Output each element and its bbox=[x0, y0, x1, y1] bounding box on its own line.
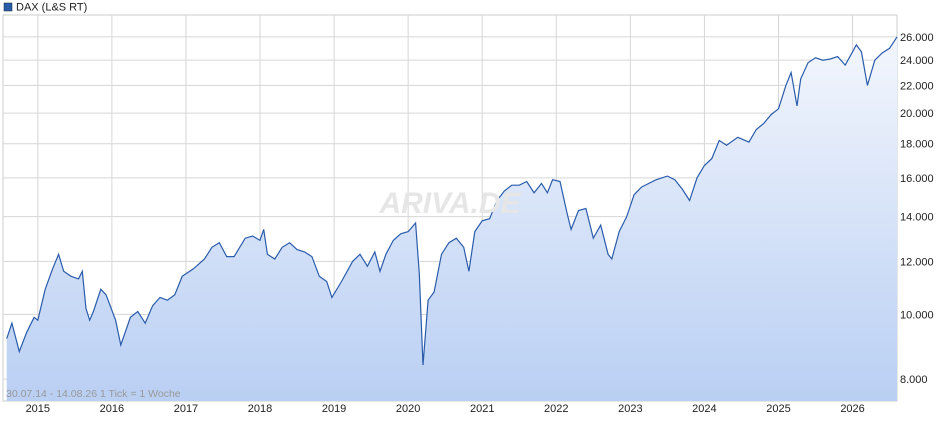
marks bbox=[6, 36, 898, 402]
footer: 30.07.14 - 14.08.26 1 Tick = 1 Woche bbox=[6, 388, 181, 400]
x-tick-label: 2015 bbox=[26, 403, 50, 415]
x-tick-label: 2026 bbox=[840, 403, 864, 415]
x-tick-label: 2018 bbox=[248, 403, 272, 415]
line bbox=[6, 36, 898, 366]
x-tick-label: 2021 bbox=[470, 403, 494, 415]
y-tick-label: 16.000 bbox=[900, 173, 934, 185]
y-tick-label: 24.000 bbox=[900, 55, 934, 67]
x-tick-label: 2019 bbox=[322, 403, 346, 415]
x-tick-label: 2022 bbox=[544, 403, 568, 415]
y-tick-label: 22.000 bbox=[900, 80, 934, 92]
x-tick-label: 2017 bbox=[174, 403, 198, 415]
y-tick-label: 14.000 bbox=[900, 212, 934, 224]
x-tick-label: 2024 bbox=[692, 403, 716, 415]
legend-label: DAX (L&S RT) bbox=[16, 1, 87, 13]
watermark: ARIVA.DE bbox=[378, 187, 521, 220]
y-tick-label: 10.000 bbox=[900, 309, 934, 321]
y-tick-label: 8.000 bbox=[900, 374, 928, 386]
x-tick-label: 2025 bbox=[766, 403, 790, 415]
x-tick-label: 2020 bbox=[396, 403, 420, 415]
y-tick-label: 26.000 bbox=[900, 32, 934, 44]
y-tick-label: 12.000 bbox=[900, 256, 934, 268]
x-tick-label: 2016 bbox=[100, 403, 124, 415]
y-tick-label: 20.000 bbox=[900, 108, 934, 120]
legend-swatch bbox=[3, 2, 13, 12]
y-tick-label: 18.000 bbox=[900, 139, 934, 151]
area bbox=[6, 36, 897, 402]
x-tick-label: 2023 bbox=[618, 403, 642, 415]
